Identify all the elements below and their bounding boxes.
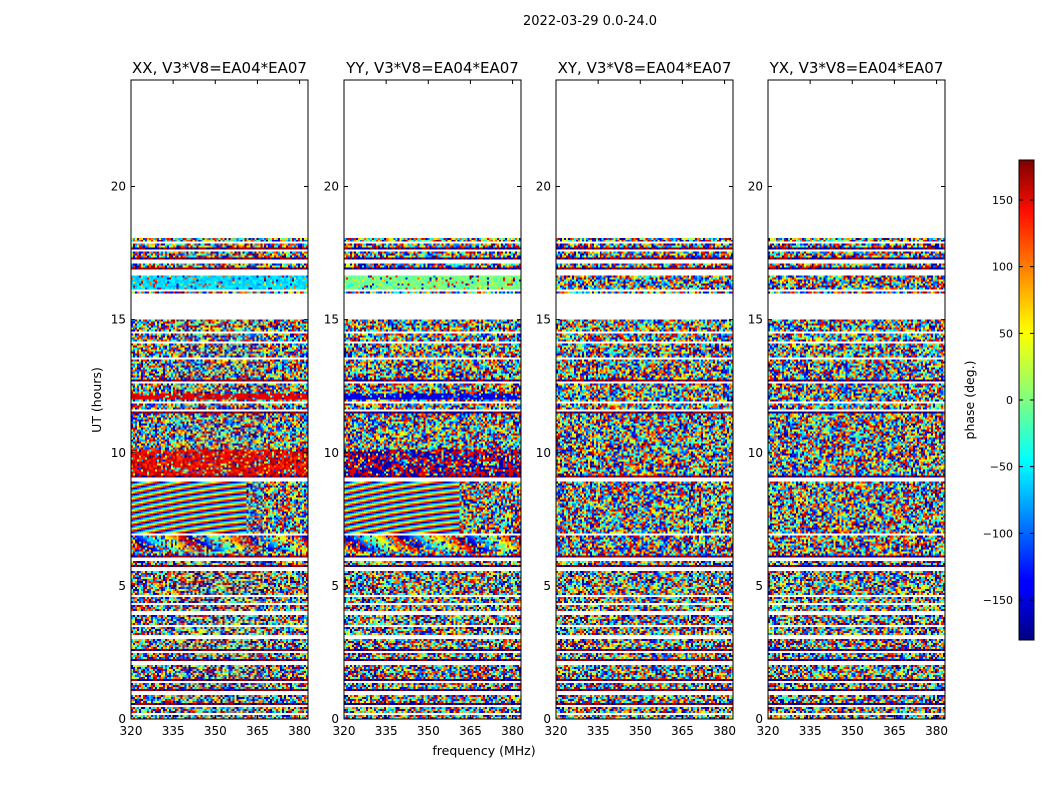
phase-raster-3 — [768, 80, 945, 719]
panel-frame-1 — [343, 79, 522, 720]
x-tick-label: 335 — [162, 724, 185, 738]
figure-title: 2022-03-29 0.0-24.0 — [523, 14, 657, 29]
y-tick-label: 10 — [324, 446, 339, 460]
x-tick-label: 350 — [629, 724, 652, 738]
y-tick-label: 10 — [111, 446, 126, 460]
panel-frame-3 — [767, 79, 946, 720]
x-tick-label: 365 — [671, 724, 694, 738]
colorbar-tick-label: −100 — [983, 527, 1013, 540]
y-tick-label: 5 — [118, 579, 126, 593]
x-tick-label: 365 — [883, 724, 906, 738]
y-tick-label: 15 — [748, 313, 763, 327]
y-tick-label: 5 — [755, 579, 763, 593]
colorbar-tick-label: 0 — [1006, 394, 1013, 407]
x-tick-label: 380 — [288, 724, 311, 738]
y-tick-label: 15 — [536, 313, 551, 327]
y-tick-label: 5 — [331, 579, 339, 593]
x-tick-label: 320 — [333, 724, 356, 738]
panel-2: XY, V3*V8=EA04*EA07 320 335 350 365 380 0 5 10 15… — [536, 59, 736, 738]
y-tick-label: 0 — [543, 712, 551, 726]
x-tick-label: 350 — [204, 724, 227, 738]
x-tick-label: 335 — [375, 724, 398, 738]
x-tick-label: 335 — [799, 724, 822, 738]
x-tick-label: 380 — [925, 724, 948, 738]
phase-raster-0 — [131, 80, 308, 719]
y-tick-label: 15 — [111, 313, 126, 327]
x-tick-label: 380 — [713, 724, 736, 738]
x-tick-label: 380 — [501, 724, 524, 738]
x-tick-label: 320 — [545, 724, 568, 738]
panel-frame-0 — [130, 79, 309, 720]
y-tick-label: 10 — [536, 446, 551, 460]
panel-0: XX, V3*V8=EA04*EA07 320 335 350 365 380 0 5 10 15… — [111, 59, 311, 738]
colorbar-label: phase (deg.) — [962, 361, 977, 440]
x-tick-label: 320 — [120, 724, 143, 738]
colorbar-tick-label: 100 — [992, 261, 1013, 274]
y-tick-label: 20 — [324, 180, 339, 194]
y-tick-label: 20 — [111, 180, 126, 194]
panels-group: XX, V3*V8=EA04*EA07 320 335 350 365 380 0 5 10 15… — [111, 59, 948, 738]
y-tick-label: 20 — [748, 180, 763, 194]
y-tick-label: 15 — [324, 313, 339, 327]
x-tick-label: 350 — [841, 724, 864, 738]
y-tick-label: 0 — [755, 712, 763, 726]
y-tick-label: 20 — [536, 180, 551, 194]
x-axis-label: frequency (MHz) — [432, 743, 535, 758]
x-tick-label: 335 — [587, 724, 610, 738]
colorbar: 150 100 50 0 −50 −100 −150 phase (deg.) — [962, 159, 1035, 641]
phase-raster-2 — [556, 80, 733, 719]
phase-raster-1 — [344, 80, 521, 719]
panel-1: YY, V3*V8=EA04*EA07 320 335 350 365 380 0 5 10 15… — [324, 59, 524, 738]
x-tick-label: 320 — [757, 724, 780, 738]
panel-title-2: XY, V3*V8=EA04*EA07 — [558, 59, 732, 77]
colorbar-tick-label: 50 — [999, 327, 1013, 340]
x-tick-label: 365 — [246, 724, 269, 738]
panel-frame-2 — [555, 79, 734, 720]
x-tick-label: 365 — [459, 724, 482, 738]
colorbar-tick-label: 150 — [992, 194, 1013, 207]
y-tick-label: 5 — [543, 579, 551, 593]
panel-3: YX, V3*V8=EA04*EA07 320 335 350 365 380 0 5 10 15… — [748, 59, 948, 738]
colorbar-tick-label: −50 — [990, 461, 1013, 474]
panel-title-3: YX, V3*V8=EA04*EA07 — [769, 59, 944, 77]
panel-title-1: YY, V3*V8=EA04*EA07 — [345, 59, 519, 77]
panel-title-0: XX, V3*V8=EA04*EA07 — [132, 59, 307, 77]
y-tick-label: 10 — [748, 446, 763, 460]
y-tick-label: 0 — [118, 712, 126, 726]
colorbar-tick-label: −150 — [983, 594, 1013, 607]
y-axis-label: UT (hours) — [89, 367, 104, 433]
y-tick-label: 0 — [331, 712, 339, 726]
x-tick-label: 350 — [417, 724, 440, 738]
